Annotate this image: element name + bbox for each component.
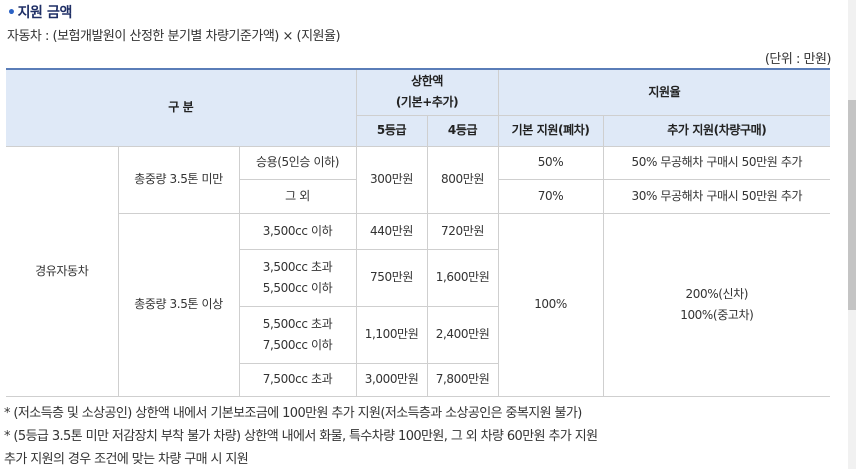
grade4-cell: 720만원 <box>426 212 499 250</box>
section-title: • 지원 금액 <box>7 2 72 22</box>
table-row: 5,500cc 초과 7,500cc 이하 1,100만원 2,400만원 <box>6 305 830 364</box>
subsidy-table: 구 분 상한액 (기본+추가) 지원율 5등급 4등급 기본 지원(폐차) 추가… <box>6 68 831 397</box>
vertical-scrollbar[interactable] <box>848 0 856 469</box>
header-rate-basic: 기본 지원(폐차) <box>497 114 604 147</box>
table-row: 7,500cc 초과 3,000만원 7,800만원 <box>6 362 830 397</box>
rate-extra-cell: 50% 무공해차 구매시 50만원 추가 <box>602 145 831 180</box>
header-grade4: 4등급 <box>426 114 499 147</box>
header-category: 구 분 <box>6 68 357 147</box>
vehicle-type-cell: 경유자동차 <box>6 145 119 397</box>
grade4-cell: 7,800만원 <box>426 362 499 397</box>
grade5-cell: 3,000만원 <box>355 362 428 397</box>
sub-category-cell: 7,500cc 초과 <box>239 362 357 397</box>
sub-category-cell: 3,500cc 이하 <box>238 212 357 250</box>
rate-basic-cell: 50% <box>497 145 604 180</box>
sub-category-cell: 5,500cc 초과 7,500cc 이하 <box>239 305 357 364</box>
sub-category-cell: 그 외 <box>239 178 357 214</box>
unit-label: (단위 : 만원) <box>764 52 832 67</box>
table-row: 경유자동차 총중량 3.5톤 미만 승용(5인승 이하) 300만원 800만원… <box>6 145 831 397</box>
rate-extra-cell: 200%(신차) 100%(중고차) <box>602 212 831 397</box>
rate-basic-cell: 100% <box>497 212 604 397</box>
note-line: * (저소득층 및 소상공인) 상한액 내에서 기본보조금에 100만원 추가 … <box>4 406 582 421</box>
header-rate-extra: 추가 지원(차량구매) <box>602 114 831 147</box>
sub-category-cell: 3,500cc 초과 5,500cc 이하 <box>239 248 357 307</box>
header-limit-sub: (기본+추가) <box>395 95 459 110</box>
header-limit-title: 상한액 <box>411 74 443 89</box>
grade5-cell: 300만원 <box>355 145 428 214</box>
note-line: * (5등급 3.5톤 미만 저감장치 부착 불가 차량) 상한액 내에서 화물… <box>4 429 598 444</box>
grade5-cell: 440만원 <box>355 212 428 250</box>
grade4-cell: 800만원 <box>426 145 499 214</box>
rate-basic-cell: 70% <box>497 178 604 214</box>
formula-text: 자동차 : (보험개발원이 산정한 분기별 차량기준가액) × (지원율) <box>7 29 341 44</box>
table-row: 그 외 70% 30% 무공해차 구매시 50만원 추가 <box>6 178 831 214</box>
grade4-cell: 1,600만원 <box>426 248 499 307</box>
bullet-icon: • <box>7 5 16 21</box>
section-title-text: 지원 금액 <box>17 5 73 21</box>
header-limit: 상한액 (기본+추가) <box>355 68 499 116</box>
grade5-cell: 1,100만원 <box>355 305 428 364</box>
note-line: 추가 지원의 경우 조건에 맞는 차량 구매 시 지원 <box>4 452 249 467</box>
header-grade5: 5등급 <box>356 114 428 147</box>
table-row: 3,500cc 초과 5,500cc 이하 750만원 1,600만원 <box>6 248 830 307</box>
rate-extra-cell: 30% 무공해차 구매시 50만원 추가 <box>602 178 831 214</box>
header-rate: 지원율 <box>497 68 831 116</box>
weight-over-cell: 총중량 3.5톤 이상 <box>118 212 240 397</box>
grade4-cell: 2,400만원 <box>426 305 499 364</box>
scrollbar-thumb[interactable] <box>848 100 856 310</box>
grade5-cell: 750만원 <box>355 248 428 307</box>
weight-under-cell: 총중량 3.5톤 미만 <box>117 145 240 214</box>
notes: * (저소득층 및 소상공인) 상한액 내에서 기본보조금에 100만원 추가 … <box>4 402 598 471</box>
table-row: 총중량 3.5톤 이상 3,500cc 이하 440만원 720만원 100% … <box>6 212 831 397</box>
sub-category-cell: 승용(5인승 이하) <box>238 145 357 180</box>
